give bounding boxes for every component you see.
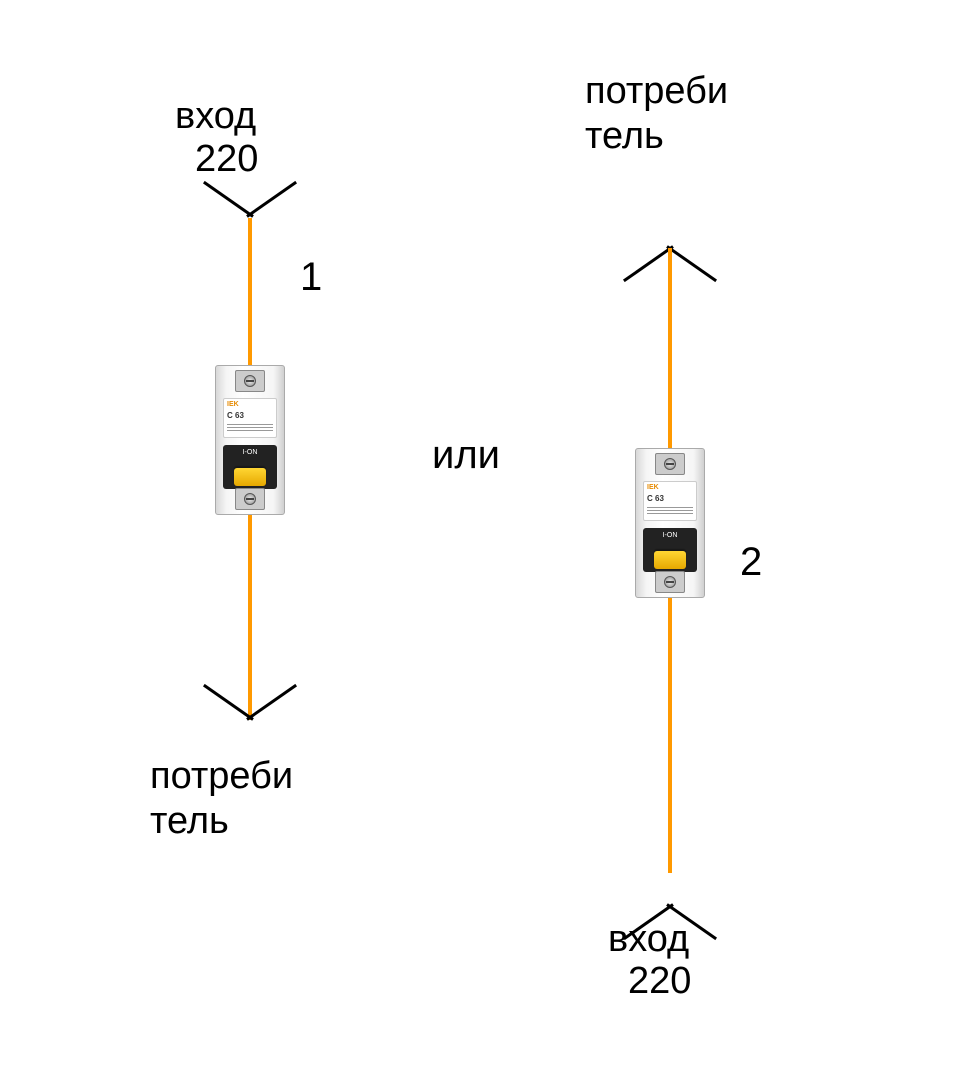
breaker-on-text: I-ON xyxy=(243,449,258,456)
breaker-terminal-top xyxy=(655,453,685,475)
breaker-switch-area: I-ON xyxy=(223,445,277,489)
breaker-brand: IEK xyxy=(227,401,239,408)
right-wire-top xyxy=(668,248,672,448)
right-bottom-label-line1: вход xyxy=(608,918,689,962)
breaker-label-plate: IEK C 63 xyxy=(643,481,697,521)
right-bottom-label-line2: 220 xyxy=(628,960,691,1004)
right-breaker: IEK C 63 I-ON xyxy=(635,448,705,598)
center-label: или xyxy=(432,432,500,478)
breaker-switch-area: I-ON xyxy=(643,528,697,572)
right-wire-bottom xyxy=(668,598,672,873)
breaker-spec: C 63 xyxy=(647,494,664,503)
breaker-switch xyxy=(654,551,686,569)
right-number: 2 xyxy=(740,540,762,585)
breaker-brand: IEK xyxy=(647,484,659,491)
breaker-text-lines xyxy=(647,507,693,519)
screw-icon xyxy=(244,493,256,505)
left-top-label-line2: 220 xyxy=(195,138,258,182)
left-bottom-arrow xyxy=(200,688,300,748)
left-top-label-line1: вход xyxy=(175,95,256,139)
breaker-switch xyxy=(234,468,266,486)
left-bottom-label-line2: тель xyxy=(150,800,229,844)
breaker-label-plate: IEK C 63 xyxy=(223,398,277,438)
left-breaker: IEK C 63 I-ON xyxy=(215,365,285,515)
right-top-label-line2: тель xyxy=(585,115,664,159)
breaker-on-text: I-ON xyxy=(663,532,678,539)
screw-icon xyxy=(664,576,676,588)
left-number: 1 xyxy=(300,255,322,300)
left-bottom-label-line1: потреби xyxy=(150,755,293,799)
left-wire-top xyxy=(248,218,252,365)
right-top-label-line1: потреби xyxy=(585,70,728,114)
breaker-terminal-bottom xyxy=(655,571,685,593)
screw-icon xyxy=(244,375,256,387)
breaker-text-lines xyxy=(227,424,273,436)
breaker-terminal-bottom xyxy=(235,488,265,510)
breaker-spec: C 63 xyxy=(227,411,244,420)
screw-icon xyxy=(664,458,676,470)
breaker-terminal-top xyxy=(235,370,265,392)
